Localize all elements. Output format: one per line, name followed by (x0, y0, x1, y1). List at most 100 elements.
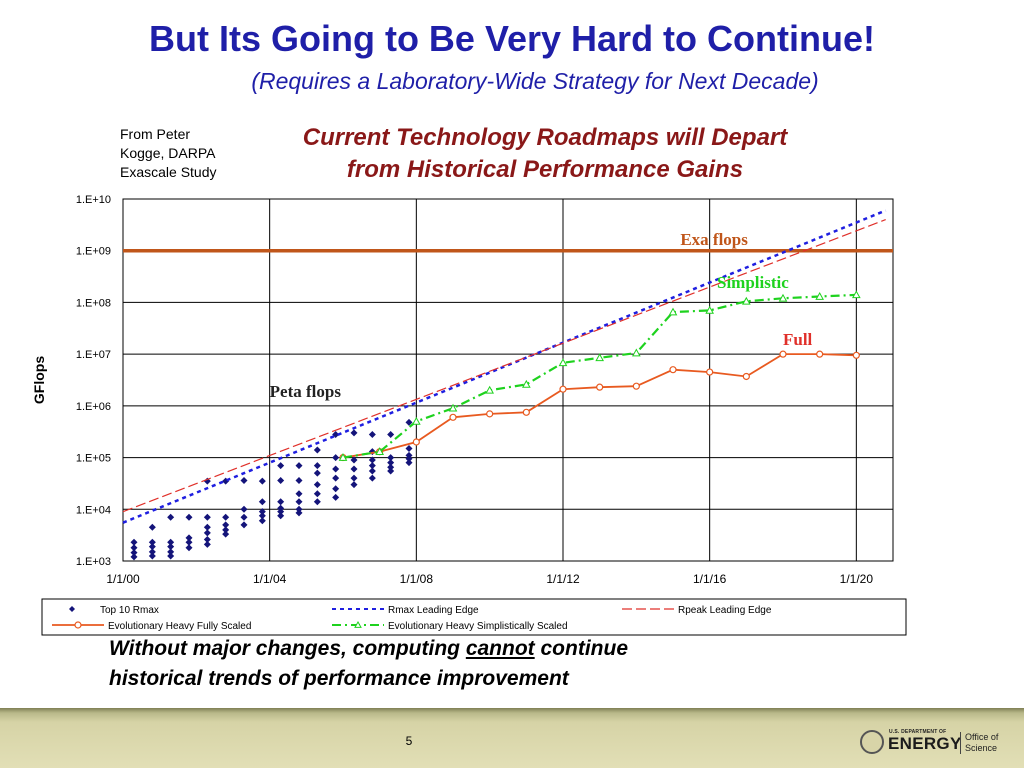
data-point (130, 549, 138, 557)
data-point (240, 477, 248, 485)
data-point (148, 543, 156, 551)
data-point (148, 552, 156, 560)
doe-logo: U.S. DEPARTMENT OF ENERGY Office of Scie… (860, 728, 1010, 758)
data-point (387, 463, 395, 471)
plot-area (122, 198, 894, 562)
data-point (167, 543, 175, 551)
series-evolutionary-heavy-simplistically-scaled (338, 290, 861, 461)
source-line: Kogge, DARPA (120, 145, 216, 161)
office-line: Science (965, 743, 998, 753)
data-point (350, 474, 358, 482)
legend-label: Evolutionary Heavy Fully Scaled (108, 621, 251, 632)
slide-subtitle: (Requires a Laboratory-Wide Strategy for… (251, 68, 819, 94)
data-point (203, 536, 211, 544)
data-point (313, 498, 321, 506)
conclusion-part: continue (534, 637, 629, 660)
data-point (632, 382, 640, 390)
data-point (277, 512, 285, 520)
data-point (332, 465, 340, 473)
series-top-10-rmax (130, 418, 413, 561)
conclusion-line: historical trends of performance improve… (109, 667, 569, 690)
data-point (411, 416, 421, 425)
data-point (742, 372, 750, 381)
chart-annotation: Peta flops (270, 382, 342, 401)
data-point (368, 456, 376, 464)
data-point (203, 477, 211, 485)
data-point (405, 459, 413, 467)
data-point (522, 408, 530, 416)
data-point (816, 350, 824, 358)
legend-marker (354, 620, 362, 628)
data-point (258, 498, 266, 506)
data-point (222, 513, 230, 521)
data-point (558, 358, 568, 367)
legend-label: Top 10 Rmax (100, 605, 159, 616)
data-point (313, 462, 321, 470)
data-point (203, 513, 211, 521)
series-line (342, 293, 857, 459)
y-tick-label: 1.E+10 (76, 194, 111, 206)
chart-annotation: Full (783, 330, 813, 349)
legend-marker (69, 606, 75, 612)
data-point (779, 350, 787, 358)
data-point (448, 403, 458, 412)
data-point (295, 477, 303, 485)
data-point (130, 553, 138, 561)
data-point (338, 453, 348, 461)
data-point (368, 467, 376, 475)
series-rpeak-leading-edge (122, 219, 886, 513)
data-point (277, 498, 285, 506)
data-point (815, 292, 825, 300)
conclusion-emphasis: cannot (465, 637, 535, 660)
chart-heading-line: Current Technology Roadmaps will Depart (302, 124, 788, 151)
data-point (741, 296, 751, 305)
data-point (387, 454, 395, 462)
data-point (332, 454, 340, 462)
conclusion-part: Without major changes, computing (109, 637, 466, 660)
y-tick-label: 1.E+07 (76, 349, 111, 361)
data-point (277, 477, 285, 485)
data-point (295, 498, 303, 506)
data-point (148, 548, 156, 556)
data-point (669, 366, 677, 374)
y-tick-label: 1.E+06 (76, 401, 111, 413)
x-tick-label: 1/1/16 (693, 572, 727, 586)
doe-seal-icon (860, 730, 884, 754)
series-line (122, 209, 887, 524)
office-of-science: Office of Science (965, 732, 998, 754)
data-point (222, 530, 230, 538)
data-point (295, 462, 303, 470)
data-point (387, 430, 395, 438)
data-point (778, 293, 788, 302)
data-point (851, 290, 861, 299)
logo-divider (960, 732, 961, 754)
chart-heading: Current Technology Roadmaps will Depart … (240, 122, 850, 186)
data-point (368, 474, 376, 482)
data-point (449, 413, 457, 421)
data-point (295, 509, 303, 517)
data-point (167, 552, 175, 560)
data-point (350, 429, 358, 437)
x-tick-label: 1/1/12 (546, 572, 580, 586)
data-point (350, 465, 358, 473)
data-point (277, 462, 285, 470)
data-point (387, 467, 395, 475)
data-point (130, 538, 138, 546)
data-point (668, 307, 678, 316)
series-rmax-leading-edge (122, 209, 887, 524)
source-line: Exascale Study (120, 164, 217, 180)
y-axis-label: GFlops (31, 356, 47, 404)
chart-heading-line: from Historical Performance Gains (346, 156, 744, 183)
data-point (167, 513, 175, 521)
data-point (559, 385, 567, 393)
data-point (258, 512, 266, 520)
data-point (412, 438, 420, 446)
data-point (185, 534, 193, 542)
y-tick-label: 1.E+09 (76, 246, 111, 258)
data-point (387, 459, 395, 467)
x-tick-label: 1/1/20 (840, 572, 874, 586)
doe-logo-main-text: ENERGY (888, 734, 962, 753)
data-point (368, 462, 376, 470)
footer-bar (0, 708, 1024, 768)
data-point (405, 444, 413, 452)
